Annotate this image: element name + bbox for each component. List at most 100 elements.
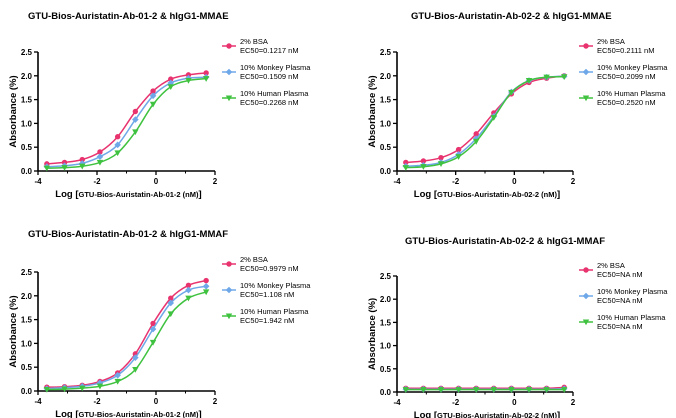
legend-series-name: 2% BSA (240, 37, 268, 46)
y-tick-label: 2.0 (380, 72, 392, 81)
legend-series-name: 10% Human Plasma (240, 307, 309, 316)
y-tick-label: 1.5 (21, 96, 33, 105)
data-point (167, 84, 174, 90)
data-point (43, 387, 51, 393)
data-point (132, 129, 139, 136)
legend-ec50: EC50=0.2099 nM (597, 72, 656, 81)
legend-ec50: EC50=1.108 nM (240, 290, 294, 299)
data-point (132, 116, 139, 123)
data-point (490, 115, 497, 121)
data-point (202, 289, 210, 296)
data-point (561, 74, 568, 80)
legend-series-name: 2% BSA (597, 37, 625, 46)
legend-ec50: EC50=NA nM (597, 270, 643, 279)
legend-marker (583, 267, 589, 273)
y-axis-label: Absorbance (%) (367, 75, 378, 147)
panel-title: GTU-Bios-Auristatin-Ab-02-2 & hIgG1-MMAF (405, 236, 605, 247)
data-point (437, 161, 445, 168)
x-axis-label: Log [GTU-Bios-Auristatin-Ab-02-2 (nM)] (414, 189, 560, 200)
data-point (79, 385, 86, 392)
data-point (543, 387, 550, 393)
x-tick-label: 0 (154, 397, 159, 406)
data-point (96, 383, 104, 390)
data-point (402, 165, 409, 171)
data-point (96, 379, 104, 387)
data-point (438, 154, 444, 161)
data-point (79, 156, 85, 163)
data-point (185, 282, 192, 289)
data-point (543, 74, 550, 81)
series-line (405, 75, 565, 167)
series-line (46, 291, 207, 391)
data-point (455, 387, 462, 393)
y-axis-label: Absorbance (%) (8, 295, 19, 367)
x-tick-label: 0 (512, 177, 517, 186)
data-point (79, 163, 86, 170)
data-point (455, 154, 462, 160)
data-point (202, 76, 210, 82)
x-tick-label: -2 (452, 398, 460, 407)
panel-3: GTU-Bios-Auristatin-Ab-01-2 & hIgG1-MMAF… (8, 229, 311, 418)
x-tick-label: -4 (393, 398, 401, 407)
data-point (97, 149, 103, 155)
y-tick-label: 0.0 (380, 167, 392, 176)
x-tick-label: -2 (452, 177, 460, 186)
y-tick-label: 1.5 (380, 96, 392, 105)
data-point (114, 378, 121, 385)
data-point (132, 367, 139, 373)
legend-series-name: 2% BSA (597, 261, 625, 270)
legend-marker (225, 68, 233, 76)
data-point (43, 165, 51, 172)
x-tick-label: -4 (393, 177, 401, 186)
series-line (405, 386, 565, 390)
panel-2: GTU-Bios-Auristatin-Ab-02-2 & hIgG1-MMAE… (367, 11, 668, 200)
data-point (403, 159, 409, 166)
legend-marker (226, 261, 232, 267)
series-line (46, 76, 207, 168)
legend-ec50: EC50=0.1509 nM (240, 72, 299, 81)
y-tick-label: 1.5 (21, 316, 33, 325)
panel-title: GTU-Bios-Auristatin-Ab-01-2 & hIgG1-MMAE (28, 11, 229, 22)
panel-title: GTU-Bios-Auristatin-Ab-02-2 & hIgG1-MMAE (411, 11, 612, 22)
data-point (525, 78, 533, 84)
y-tick-label: 0.5 (21, 143, 33, 152)
legend-series-name: 10% Monkey Plasma (240, 281, 311, 290)
data-point (420, 164, 427, 170)
series-2 (43, 282, 210, 392)
y-tick-label: 0.0 (21, 387, 33, 396)
series-1 (44, 70, 209, 167)
data-point (185, 295, 192, 302)
legend-ec50: EC50=0.2520 nM (597, 98, 656, 107)
data-point (402, 387, 409, 393)
data-point (114, 134, 121, 140)
y-tick-label: 1.0 (21, 339, 33, 348)
data-point (420, 387, 427, 393)
legend-ec50: EC50=0.9979 nM (240, 264, 299, 273)
legend-series-name: 10% Monkey Plasma (597, 63, 668, 72)
legend-series-name: 10% Human Plasma (597, 89, 666, 98)
series-3 (43, 76, 210, 172)
panel-4: GTU-Bios-Auristatin-Ab-02-2 & hIgG1-MMAF… (367, 236, 668, 418)
data-point (149, 92, 157, 100)
data-point (490, 387, 497, 393)
legend-ec50: EC50=NA nM (597, 322, 643, 331)
y-tick-label: 1.0 (21, 119, 33, 128)
y-tick-label: 0.5 (380, 365, 392, 374)
series-3 (402, 74, 568, 171)
legend-ec50: EC50=1.942 nM (240, 316, 294, 325)
x-axis-label: Log [GTU-Bios-Auristatin-Ab-02-2 (nM)] (414, 410, 560, 418)
series-line (405, 76, 565, 169)
data-point (185, 72, 192, 78)
y-tick-label: 2.5 (21, 48, 33, 57)
legend-ec50: EC50=0.2268 nM (240, 98, 299, 107)
x-tick-label: 2 (213, 397, 218, 406)
data-point (203, 70, 209, 76)
